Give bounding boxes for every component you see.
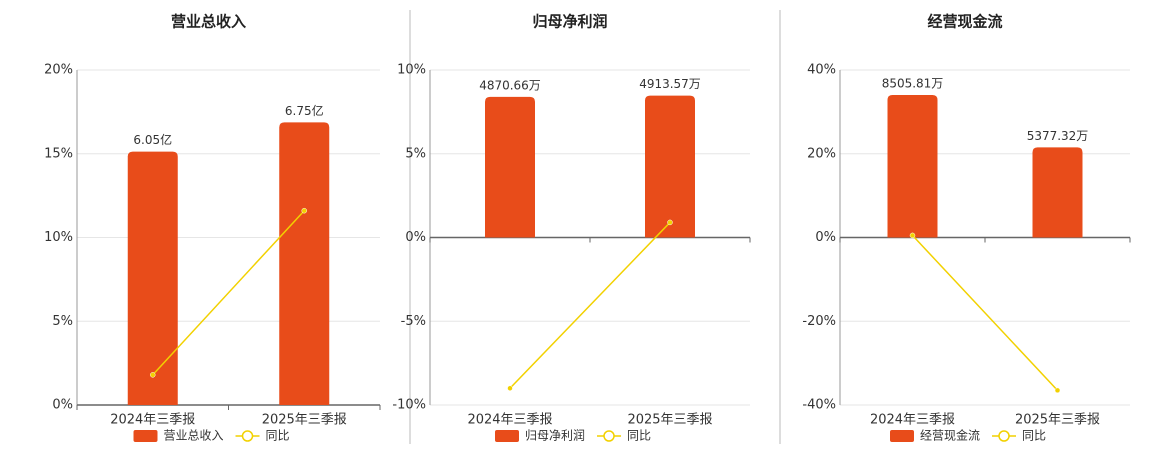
y-tick-label: 20% xyxy=(807,146,836,161)
y-tick-label: -5% xyxy=(401,314,426,329)
data-label: 5377.32万 xyxy=(1027,129,1089,143)
x-tick-label: 2025年三季报 xyxy=(262,413,347,428)
line xyxy=(509,221,671,389)
bar xyxy=(485,96,535,238)
legend-swatch xyxy=(890,430,914,442)
data-label: 4913.57万 xyxy=(639,77,701,91)
y-tick-label: 20% xyxy=(44,63,73,78)
legend-swatch xyxy=(998,430,1010,442)
y-tick-label: -10% xyxy=(392,398,426,413)
legend-label: 经营现金流 xyxy=(920,428,980,443)
data-label: 6.05亿 xyxy=(133,132,172,147)
x-tick-label: 2025年三季报 xyxy=(1015,413,1100,428)
legend-label: 同比 xyxy=(266,429,290,443)
line xyxy=(152,210,305,376)
y-tick-label: 10% xyxy=(397,63,426,78)
data-label: 6.75亿 xyxy=(285,103,324,118)
y-tick-label: 5% xyxy=(405,146,426,161)
bar xyxy=(279,122,330,405)
point xyxy=(667,219,673,226)
y-tick-label: 40% xyxy=(807,63,836,78)
legend-swatch xyxy=(133,430,158,442)
point xyxy=(301,207,307,214)
bar xyxy=(127,151,178,405)
bar xyxy=(645,95,695,238)
bar xyxy=(1032,147,1083,238)
point xyxy=(507,385,513,391)
legend-swatch xyxy=(495,430,519,442)
x-tick-label: 2024年三季报 xyxy=(870,413,955,428)
y-tick-label: 10% xyxy=(44,230,73,245)
y-tick-label: 0% xyxy=(52,398,73,413)
line xyxy=(911,234,1059,391)
legend-label: 同比 xyxy=(1022,429,1046,443)
legend-swatch xyxy=(241,430,254,442)
y-tick-label: 5% xyxy=(52,314,73,329)
legend-label: 同比 xyxy=(627,429,651,443)
point xyxy=(909,232,916,239)
y-tick-label: -20% xyxy=(802,314,836,329)
chart-title: 归母净利润 xyxy=(532,13,607,31)
x-tick-label: 2024年三季报 xyxy=(110,413,195,428)
legend-label: 营业总收入 xyxy=(164,429,224,443)
y-tick-label: 0% xyxy=(815,230,836,245)
x-tick-label: 2024年三季报 xyxy=(467,413,552,428)
legend-swatch xyxy=(603,430,615,442)
data-label: 4870.66万 xyxy=(479,78,541,92)
bar xyxy=(887,95,938,238)
point xyxy=(1054,387,1061,394)
legend-label: 归母净利润 xyxy=(525,429,585,443)
data-label: 8505.81万 xyxy=(882,77,944,91)
y-tick-label: 0% xyxy=(405,230,426,245)
point xyxy=(150,372,156,378)
y-tick-label: 15% xyxy=(44,146,73,161)
chart-title: 营业总收入 xyxy=(171,13,246,31)
y-tick-label: -40% xyxy=(802,398,836,413)
chart-title: 经营现金流 xyxy=(927,13,1002,31)
x-tick-label: 2025年三季报 xyxy=(627,413,712,428)
